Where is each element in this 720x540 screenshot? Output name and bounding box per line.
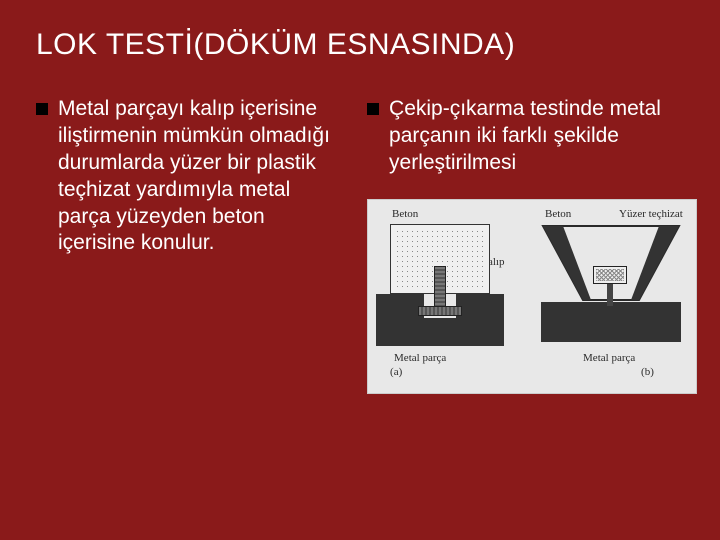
trap-wall-right — [631, 226, 679, 300]
left-bullet-text: Metal parçayı kalıp içerisine iliştirmen… — [58, 96, 347, 257]
metal-head-a — [418, 306, 462, 316]
bullet-item-right: Çekip-çıkarma testinde metal parçanın ik… — [367, 96, 697, 177]
label-metal-a: Metal parça — [394, 352, 446, 364]
left-column: Metal parçayı kalıp içerisine iliştirmen… — [36, 96, 347, 394]
metal-stem-a — [434, 266, 446, 310]
trap-wall-left — [543, 226, 591, 300]
slide-title: LOK TESTİ(DÖKÜM ESNASINDA) — [36, 28, 684, 62]
label-beton-a: Beton — [392, 208, 418, 220]
label-yuzer: Yüzer teçhizat — [619, 208, 683, 220]
square-bullet-icon — [36, 103, 48, 115]
columns-wrapper: Metal parçayı kalıp içerisine iliştirmen… — [36, 96, 684, 394]
bullet-item-left: Metal parçayı kalıp içerisine iliştirmen… — [36, 96, 347, 257]
right-bullet-text: Çekip-çıkarma testinde metal parçanın ik… — [389, 96, 697, 177]
metal-head-b — [591, 306, 629, 314]
label-sub-b: (b) — [641, 366, 654, 378]
label-metal-b: Metal parça — [583, 352, 635, 364]
figure-b: Beton Yüzer teçhizat Metal parça — [533, 206, 693, 376]
label-beton-b: Beton — [545, 208, 571, 220]
label-sub-a: (a) — [390, 366, 402, 378]
figure-a: Beton Kalıp Metal parça (a) — [376, 206, 521, 376]
float-device-icon — [593, 266, 627, 284]
square-bullet-icon — [367, 103, 379, 115]
right-column: Çekip-çıkarma testinde metal parçanın ik… — [367, 96, 697, 394]
slide-root: LOK TESTİ(DÖKÜM ESNASINDA) Metal parçayı… — [0, 0, 720, 540]
figure-diagram: Beton Kalıp Metal parça (a) Beton Yüzer … — [367, 199, 697, 394]
metal-stem-b — [607, 284, 613, 308]
